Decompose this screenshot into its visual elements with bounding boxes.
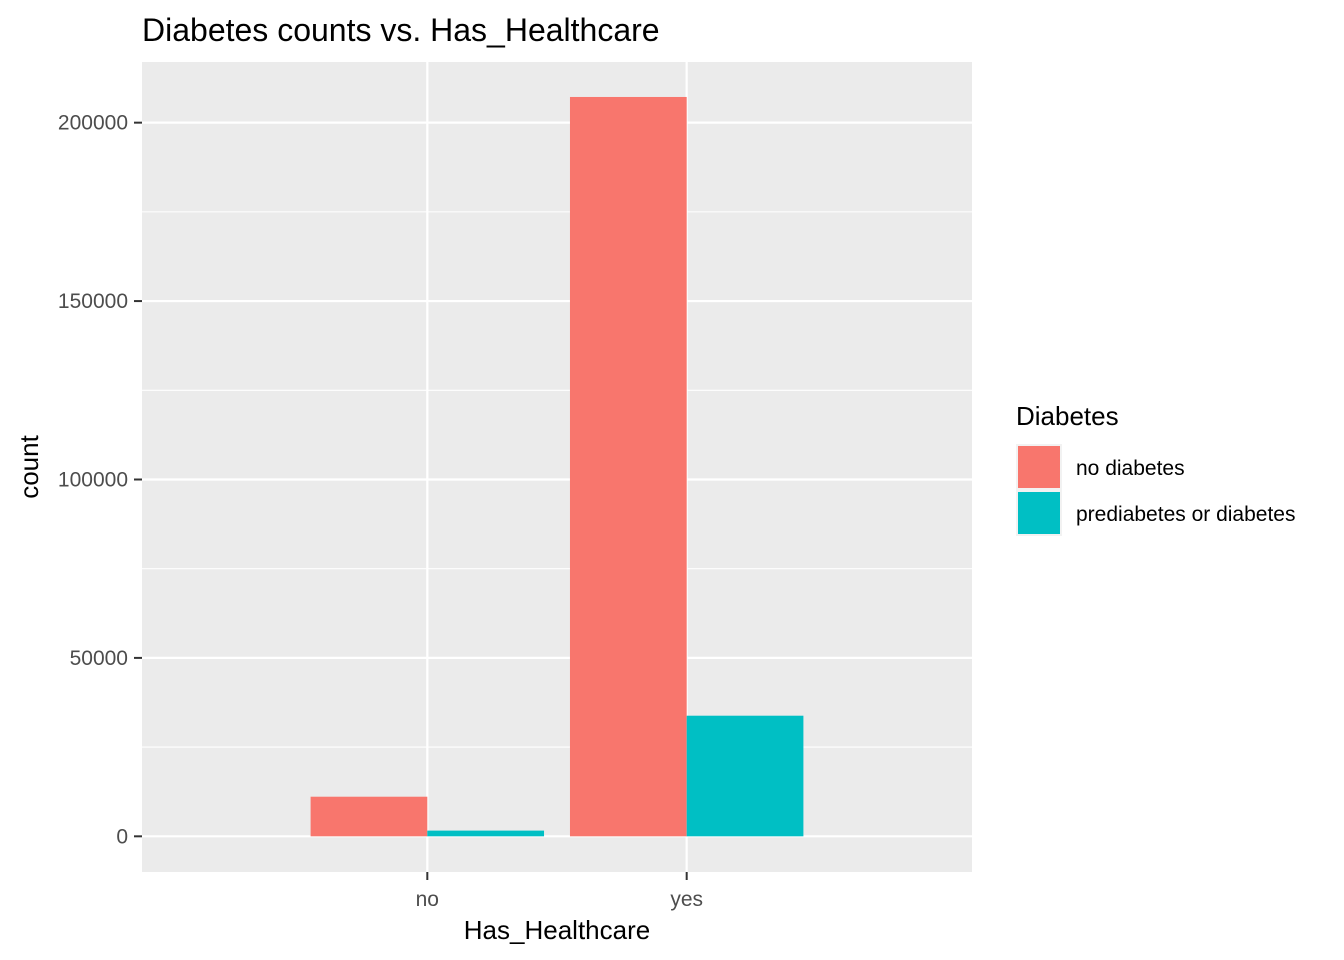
legend-swatch bbox=[1018, 492, 1060, 534]
bar-yes-no-diabetes bbox=[569, 96, 687, 837]
legend-title: Diabetes bbox=[1016, 401, 1119, 431]
x-axis-title: Has_Healthcare bbox=[464, 915, 650, 945]
legend-items: no diabetes prediabetes or diabetes bbox=[1016, 444, 1296, 536]
y-tick-label: 200000 bbox=[58, 112, 128, 135]
y-tick-label: 50000 bbox=[70, 647, 128, 670]
x-tick-label: no bbox=[416, 888, 439, 911]
y-axis-title: count bbox=[14, 434, 44, 498]
x-tick-label: yes bbox=[670, 888, 703, 911]
y-tick-label: 100000 bbox=[58, 468, 128, 491]
legend: Diabetes no diabetes prediabetes or diabe… bbox=[1016, 401, 1296, 536]
y-tick-label: 150000 bbox=[58, 290, 128, 313]
legend-label: no diabetes bbox=[1076, 457, 1185, 480]
bar-no-prediabetes-or-diabetes bbox=[427, 830, 545, 837]
legend-label: prediabetes or diabetes bbox=[1076, 503, 1296, 526]
chart-title: Diabetes counts vs. Has_Healthcare bbox=[142, 12, 660, 48]
legend-swatch bbox=[1018, 446, 1060, 488]
y-tick-label: 0 bbox=[116, 825, 128, 848]
bar-yes-prediabetes-or-diabetes bbox=[686, 715, 804, 837]
bar-no-no-diabetes bbox=[310, 796, 428, 837]
y-axis-ticks: 0 50000 100000 150000 200000 bbox=[58, 112, 142, 848]
plot-panel bbox=[142, 62, 972, 872]
bars bbox=[310, 96, 804, 837]
x-axis-ticks: no yes bbox=[416, 872, 703, 911]
